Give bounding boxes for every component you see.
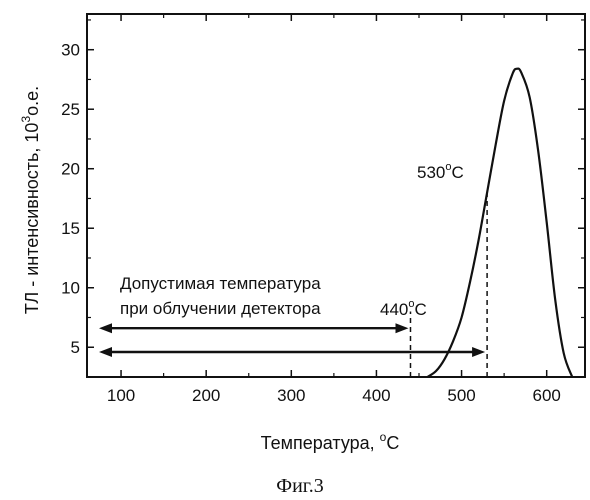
y-tick-label: 15	[61, 219, 80, 238]
y-axis-title: ТЛ - интенсивность, 103о.е.	[19, 86, 42, 314]
y-tick-label: 5	[71, 338, 80, 357]
x-tick-label: 100	[107, 386, 135, 405]
limit-label-unit: C	[415, 300, 427, 319]
y-tick-label: 25	[61, 100, 80, 119]
y-tick-label: 30	[61, 41, 80, 60]
y-axis-title-text: ТЛ - интенсивность, 10	[22, 123, 42, 315]
upper-arrow-head-right	[395, 323, 408, 333]
x-axis-title-text: Температура,	[261, 433, 380, 453]
x-tick-label: 400	[362, 386, 390, 405]
range-text-line2: при облучении детектора	[120, 299, 321, 318]
y-tick-label: 20	[61, 160, 80, 179]
x-tick-label: 500	[447, 386, 475, 405]
peak-label-unit: C	[452, 163, 464, 182]
x-tick-label: 600	[533, 386, 561, 405]
figure-caption: Фиг.3	[276, 475, 323, 497]
x-tick-label: 200	[192, 386, 220, 405]
axis-ticks	[87, 14, 585, 377]
upper-arrow-head-left	[99, 323, 112, 333]
x-tick-label: 300	[277, 386, 305, 405]
limit-label: 440oC	[380, 298, 427, 319]
x-axis-unit: C	[386, 433, 399, 453]
peak-label: 530oC	[417, 161, 464, 182]
peak-label-value: 530	[417, 163, 445, 182]
tl-curve-line	[428, 69, 573, 377]
tick-labels: 100 200 300 400 500 600 5 10 15 20 25 30	[61, 41, 561, 405]
x-axis-title: Температура, oC	[261, 430, 400, 453]
y-tick-label: 10	[61, 279, 80, 298]
plot-frame	[87, 14, 585, 377]
plot-frame-rect	[87, 14, 585, 377]
y-axis-title-unit: о.е.	[22, 86, 42, 116]
limit-label-value: 440	[380, 300, 408, 319]
lower-arrow-head-left	[99, 347, 112, 357]
range-text-line1: Допустимая температура	[120, 274, 321, 293]
series-curve	[428, 69, 573, 377]
lower-arrow-head-right	[472, 347, 485, 357]
